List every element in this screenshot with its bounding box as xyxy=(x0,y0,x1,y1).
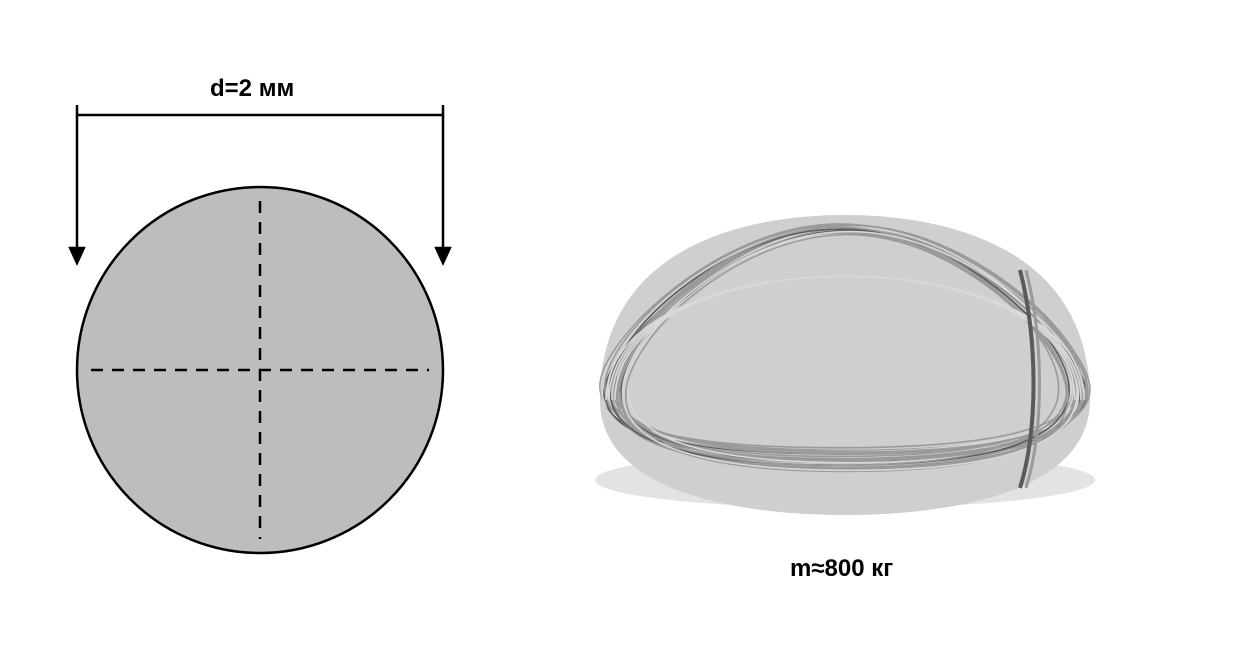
wire-coil xyxy=(600,215,1090,515)
diagram-stage: d=2 мм m≈800 кг xyxy=(0,0,1240,660)
diagram-svg xyxy=(0,0,1240,660)
diameter-label: d=2 мм xyxy=(210,75,294,103)
arrowhead-left-icon xyxy=(68,247,86,266)
mass-label: m≈800 кг xyxy=(790,555,893,583)
arrowhead-right-icon xyxy=(434,247,452,266)
